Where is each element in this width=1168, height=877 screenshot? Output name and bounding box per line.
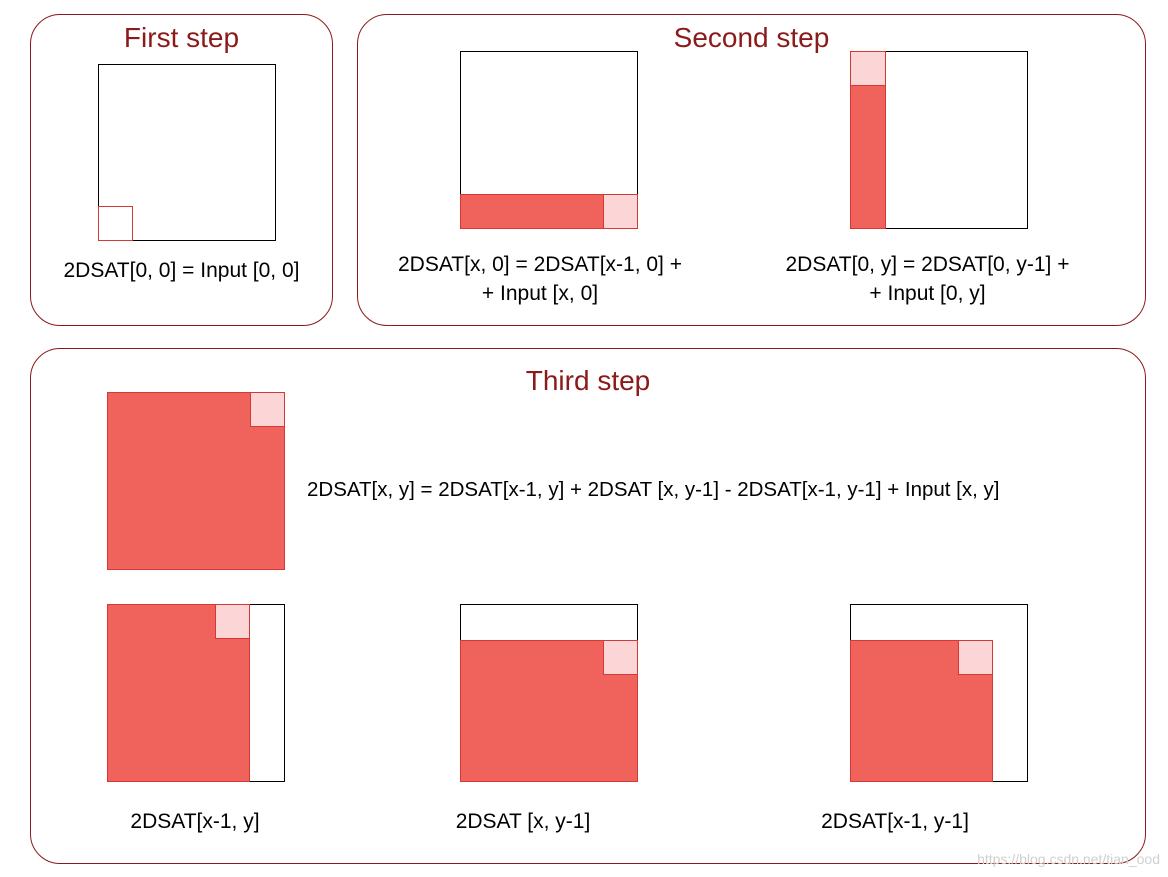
- second-step-column-formula-line2: + Input [0, y]: [869, 282, 986, 305]
- third-step-right-caption: 2DSAT[x-1, y-1]: [821, 810, 969, 833]
- watermark: https://blog.csdn.net/tian_ood: [977, 851, 1160, 867]
- second-step-column-formula: 2DSAT[0, y] = 2DSAT[0, y-1] + + Input [0…: [755, 250, 1100, 308]
- third-step-left-caption: 2DSAT[x-1, y]: [130, 810, 260, 833]
- first-step-origin-cell: [98, 206, 133, 241]
- second-step-row-current-cell: [603, 194, 638, 229]
- second-step-row-formula-line2: + Input [x, 0]: [481, 282, 599, 305]
- third-step-left-current-cell: [215, 604, 250, 639]
- second-step-column-formula-line1: 2DSAT[0, y] = 2DSAT[0, y-1] +: [785, 253, 1070, 276]
- first-step-title: First step: [123, 22, 240, 53]
- first-step-formula: 2DSAT[0, 0] = Input [0, 0]: [63, 259, 300, 282]
- third-step-right-current-cell: [958, 640, 993, 675]
- second-step-row-formula-line1: 2DSAT[x, 0] = 2DSAT[x-1, 0] +: [398, 253, 682, 276]
- second-step-column-current-cell: [850, 51, 886, 86]
- second-step-row-formula: 2DSAT[x, 0] = 2DSAT[x-1, 0] + + Input [x…: [370, 250, 710, 308]
- third-step-title: Third step: [525, 365, 651, 396]
- third-step-full-current-cell: [250, 392, 285, 427]
- third-step-middle-current-cell: [603, 640, 638, 675]
- first-step-grid: [98, 64, 276, 241]
- third-step-formula: 2DSAT[x, y] = 2DSAT[x-1, y] + 2DSAT [x, …: [307, 478, 1000, 501]
- second-step-title: Second step: [673, 22, 830, 53]
- third-step-middle-caption: 2DSAT [x, y-1]: [455, 810, 591, 833]
